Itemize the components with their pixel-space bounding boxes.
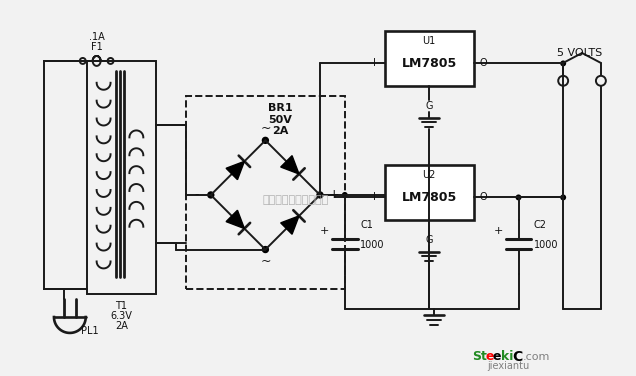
Polygon shape (226, 210, 244, 229)
Text: C1: C1 (360, 220, 373, 230)
Bar (186, 96, 345, 289)
Circle shape (263, 137, 268, 143)
Text: T1: T1 (116, 301, 127, 311)
Text: 6.3V: 6.3V (111, 311, 132, 321)
Text: 1000: 1000 (361, 240, 385, 250)
Bar (385, 165, 474, 220)
Text: 2A: 2A (115, 321, 128, 331)
Text: G: G (425, 101, 433, 111)
Circle shape (263, 247, 268, 253)
Text: +: + (329, 188, 339, 202)
Text: U1: U1 (422, 36, 436, 46)
Circle shape (516, 194, 522, 200)
Text: 杭州将睷科技有限公司: 杭州将睷科技有限公司 (262, 195, 328, 205)
Text: G: G (425, 235, 433, 245)
Text: .1A: .1A (89, 32, 104, 42)
Text: St: St (472, 350, 487, 363)
Text: C: C (513, 350, 523, 364)
Text: jiexiantu: jiexiantu (487, 361, 530, 371)
Text: U2: U2 (422, 170, 436, 180)
Text: 50V: 50V (268, 115, 292, 124)
Text: ~: ~ (260, 122, 271, 135)
Text: -: - (195, 188, 199, 202)
Text: 2A: 2A (272, 126, 289, 136)
Circle shape (317, 192, 323, 198)
Text: O: O (480, 193, 488, 202)
Text: 5 VOLTS: 5 VOLTS (557, 48, 603, 58)
Text: ki: ki (501, 350, 513, 363)
Polygon shape (280, 156, 299, 174)
Polygon shape (226, 161, 244, 180)
Circle shape (208, 192, 214, 198)
Text: 1000: 1000 (534, 240, 558, 250)
Text: +: + (321, 226, 329, 236)
Text: e: e (493, 350, 501, 363)
Polygon shape (280, 216, 299, 234)
Circle shape (560, 194, 566, 200)
Bar (385, 31, 474, 86)
Text: +: + (494, 226, 503, 236)
Text: C2: C2 (534, 220, 547, 230)
Text: e: e (486, 350, 494, 363)
Text: I: I (373, 58, 376, 68)
Text: LM7805: LM7805 (401, 57, 457, 70)
Circle shape (342, 192, 348, 198)
Text: PL1: PL1 (81, 326, 99, 336)
Bar (86, 61, 156, 294)
Text: I: I (373, 193, 376, 202)
Text: ~: ~ (260, 255, 271, 268)
Text: BR1: BR1 (268, 103, 293, 112)
Text: O: O (480, 58, 488, 68)
Circle shape (560, 61, 566, 67)
Text: LM7805: LM7805 (401, 191, 457, 204)
Text: F1: F1 (91, 42, 102, 52)
Text: .com: .com (523, 352, 550, 362)
